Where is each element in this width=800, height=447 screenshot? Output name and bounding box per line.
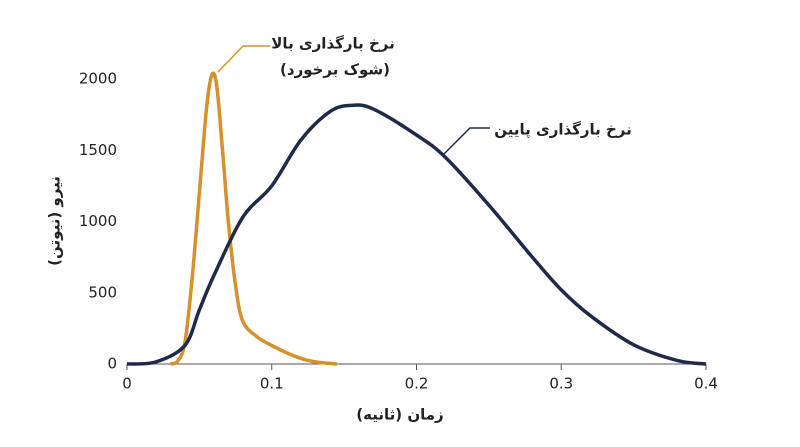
- line-series: [169, 71, 338, 366]
- leader-line: [442, 127, 490, 156]
- y-tick-label: 0: [107, 355, 117, 373]
- y-tick-label: 1500: [79, 141, 117, 159]
- y-tick-label: 1000: [79, 212, 117, 230]
- x-tick-label: 0.3: [549, 375, 573, 393]
- annotation: نرخ بارگذاری بالا: [271, 35, 394, 53]
- annotation: (شوک برخورد): [280, 61, 390, 79]
- annotation: نرخ بارگذاری پایین: [494, 121, 632, 140]
- x-tick-label: 0.4: [694, 375, 718, 393]
- x-tick-label: 0: [122, 375, 132, 393]
- y-axis-label: نیرو (نیوتن): [46, 176, 64, 266]
- x-axis-label: زمان (ثانیه): [356, 406, 443, 424]
- line-series: [126, 103, 707, 366]
- x-tick-label: 0.2: [405, 375, 429, 393]
- y-tick-label: 500: [88, 283, 117, 301]
- leader-line: [217, 45, 270, 73]
- y-tick-label: 2000: [79, 70, 117, 88]
- x-tick-label: 0.1: [260, 375, 284, 393]
